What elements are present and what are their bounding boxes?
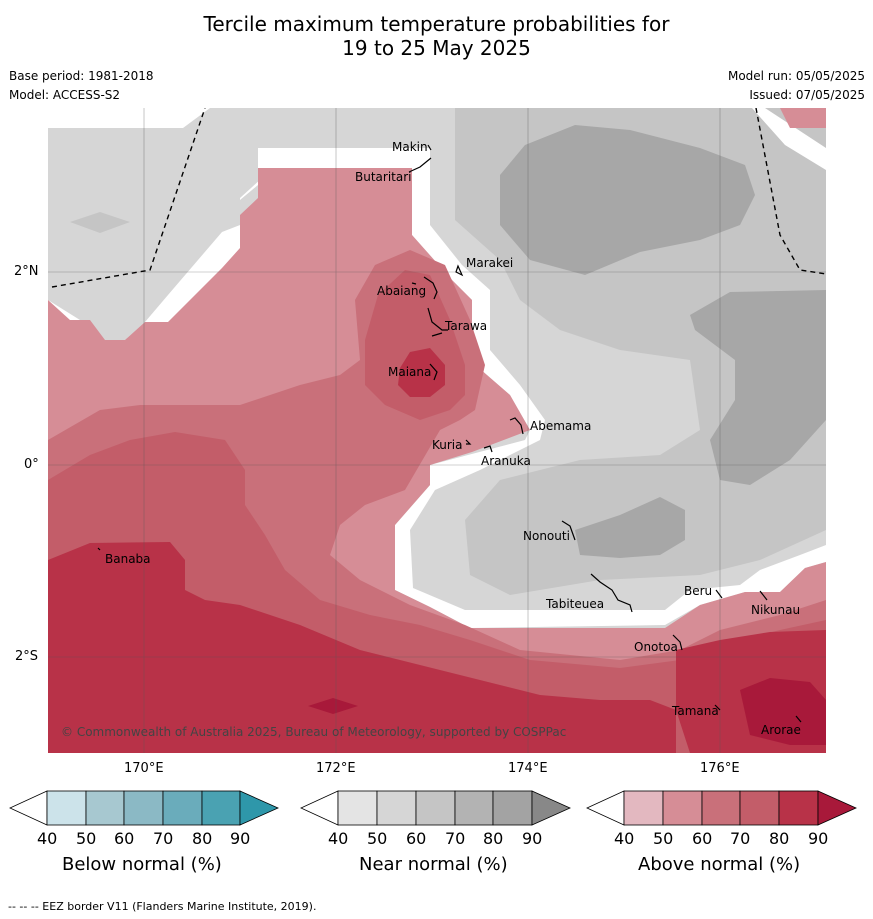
place-butaritari: Butaritari xyxy=(355,170,412,184)
above-80-region xyxy=(48,542,676,753)
above-tick-50: 50 xyxy=(653,829,674,848)
near-normal-title: Near normal (%) xyxy=(359,854,508,875)
place-tamana: Tamana xyxy=(671,704,719,718)
near-70-region xyxy=(500,125,755,275)
model-run: Model run: 05/05/2025 xyxy=(727,69,865,83)
place-nonouti: Nonouti xyxy=(523,529,570,543)
near-tick-60: 60 xyxy=(406,829,427,848)
lat-tick-2s: 2°S xyxy=(15,649,39,664)
title-line-2: 19 to 25 May 2025 xyxy=(342,36,531,60)
below-normal-title: Below normal (%) xyxy=(62,854,222,875)
place-tabiteuea: Tabiteuea xyxy=(545,597,604,611)
near-tick-90: 90 xyxy=(522,829,543,848)
above-50-corner xyxy=(780,108,826,128)
above-80-maiana xyxy=(398,348,445,397)
eez-footnote: -- -- -- EEZ border V11 (Flanders Marine… xyxy=(8,900,317,913)
place-kuria: Kuria xyxy=(432,438,463,452)
near-70-region-east xyxy=(690,290,826,485)
near-tick-70: 70 xyxy=(445,829,466,848)
graticule xyxy=(48,108,826,753)
place-marakei: Marakei xyxy=(466,256,513,270)
below-tick-90: 90 xyxy=(230,829,251,848)
near-70-region-south xyxy=(575,497,685,558)
place-maiana: Maiana xyxy=(388,365,431,379)
below-tick-70: 70 xyxy=(153,829,174,848)
place-banaba: Banaba xyxy=(105,552,151,566)
lat-tick-0: 0° xyxy=(24,457,39,472)
issued-date: Issued: 07/05/2025 xyxy=(749,88,865,102)
lon-tick-176e: 176°E xyxy=(700,761,740,776)
title-line-1: Tercile maximum temperature probabilitie… xyxy=(203,12,670,36)
place-tarawa: Tarawa xyxy=(444,319,487,333)
base-period: Base period: 1981-2018 xyxy=(9,69,154,83)
model-name: Model: ACCESS-S2 xyxy=(9,88,121,102)
lon-tick-172e: 172°E xyxy=(316,761,356,776)
colorbar-near xyxy=(300,790,571,826)
place-arorae: Arorae xyxy=(761,723,801,737)
above-tick-60: 60 xyxy=(692,829,713,848)
near-50-patch xyxy=(70,212,130,233)
eez-border xyxy=(51,108,826,288)
near-tick-80: 80 xyxy=(483,829,504,848)
place-abaiang: Abaiang xyxy=(377,284,426,298)
below-tick-40: 40 xyxy=(37,829,58,848)
place-beru: Beru xyxy=(684,584,712,598)
below-tick-50: 50 xyxy=(76,829,97,848)
place-abemama: Abemama xyxy=(530,419,591,433)
colorbar-above xyxy=(586,790,857,826)
place-nikunau: Nikunau xyxy=(751,603,800,617)
lon-tick-170e: 170°E xyxy=(124,761,164,776)
above-90-arorae xyxy=(740,678,826,745)
below-tick-60: 60 xyxy=(114,829,135,848)
above-tick-80: 80 xyxy=(769,829,790,848)
above-90-patch xyxy=(308,698,358,714)
above-tick-40: 40 xyxy=(614,829,635,848)
near-tick-50: 50 xyxy=(367,829,388,848)
place-aranuka: Aranuka xyxy=(481,454,531,468)
place-onotoa: Onotoa xyxy=(634,640,678,654)
lat-tick-2n: 2°N xyxy=(14,264,39,279)
above-tick-90: 90 xyxy=(808,829,829,848)
copyright-notice: © Commonwealth of Australia 2025, Bureau… xyxy=(61,725,566,739)
island-outlines xyxy=(97,144,802,723)
place-makin: Makin xyxy=(392,140,428,154)
near-tick-40: 40 xyxy=(328,829,349,848)
above-tick-70: 70 xyxy=(730,829,751,848)
below-tick-80: 80 xyxy=(192,829,213,848)
colorbar-below xyxy=(9,790,279,826)
above-normal-title: Above normal (%) xyxy=(638,854,801,875)
lon-tick-174e: 174°E xyxy=(508,761,548,776)
